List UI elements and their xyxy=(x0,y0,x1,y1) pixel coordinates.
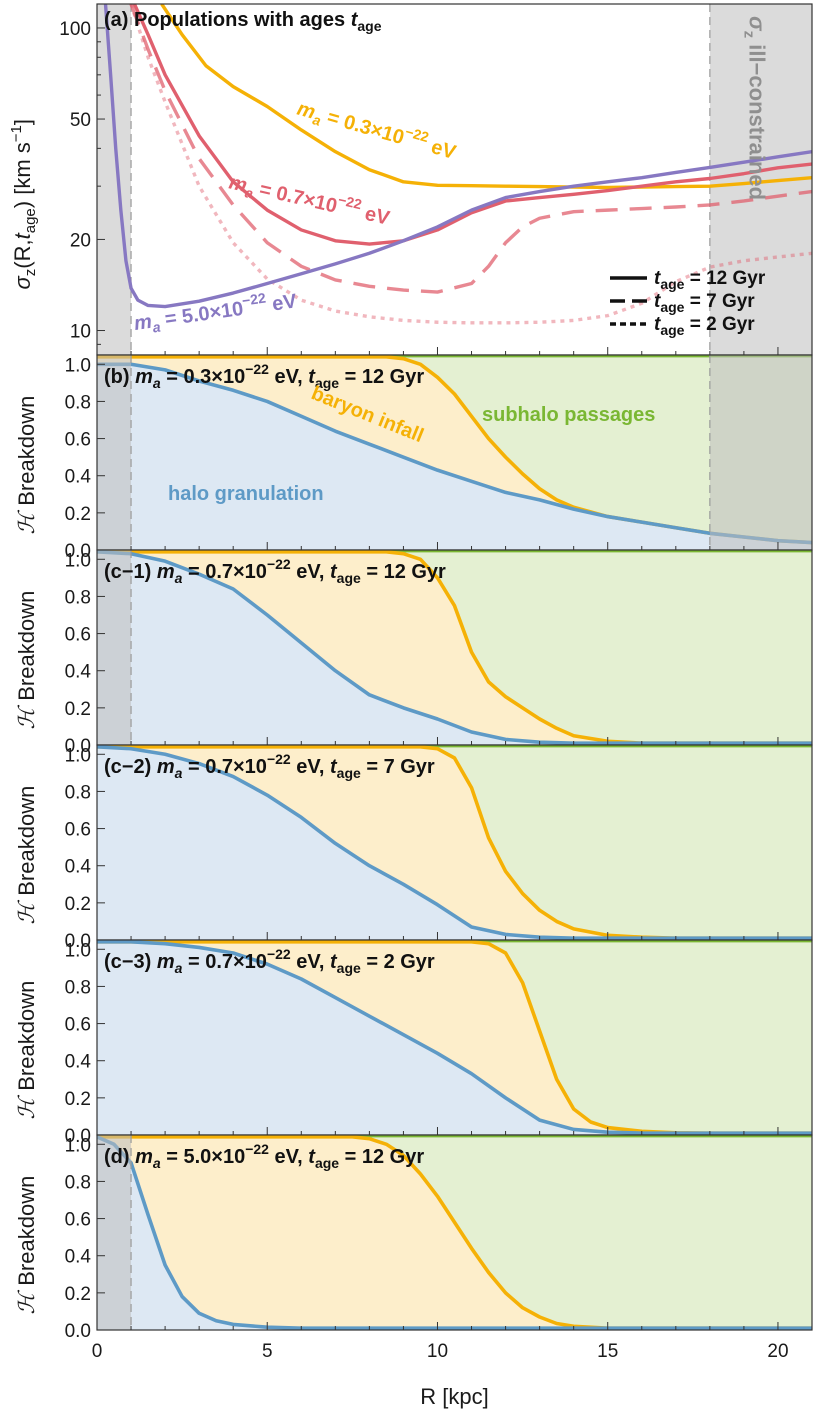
granulation-curve xyxy=(97,550,812,745)
panel-c-3: (c−3) ma = 0.7×10−22 eV, tage = 2 Gyr 0.0… xyxy=(14,939,813,1147)
series-line-3 xyxy=(129,4,812,325)
infall-region xyxy=(97,1136,812,1330)
y-axis-label: ℋ Breakdown xyxy=(14,1176,40,1315)
y-tick-label: 0.6 xyxy=(65,625,91,646)
panel-title: (c−3) ma = 0.7×10−22 eV, tage = 2 Gyr xyxy=(104,946,435,976)
y-tick-label: 0.2 xyxy=(65,1089,91,1110)
axes-frame xyxy=(96,1134,813,1331)
plot-area xyxy=(97,550,812,745)
panel-a: σz ill−constrained ma = 0.3×10−22 eV ma = … xyxy=(8,3,813,356)
granulation-region xyxy=(97,746,812,940)
panel-title: (a) Populations with ages tage xyxy=(104,9,382,34)
x-tick-label: 0 xyxy=(92,1341,103,1362)
plot-area xyxy=(97,940,812,1135)
y-tick-label: 0.0 xyxy=(65,541,91,562)
y-axis-label: σz(R,tage) [km s−1] xyxy=(8,119,39,290)
granulation-curve xyxy=(97,745,812,940)
y-tick-label: 1.0 xyxy=(65,940,91,961)
y-tick-label: 0.0 xyxy=(65,1321,91,1342)
series-annotation-2: ma = 5.0×10−22 eV xyxy=(132,285,299,338)
granulation-region xyxy=(97,551,812,745)
series-line-1 xyxy=(132,4,812,246)
y-tick-label: 0.8 xyxy=(65,392,91,413)
legend-label-0: tage = 12 Gyr xyxy=(654,268,766,292)
y-tick-label: 0.6 xyxy=(65,430,91,451)
y-tick-label: 0.4 xyxy=(65,1052,92,1073)
y-tick-label: 0.6 xyxy=(65,1015,91,1036)
y-tick-label: 0.4 xyxy=(65,662,92,683)
y-tick-label: 1.0 xyxy=(65,745,91,766)
granulation-curve xyxy=(97,1135,812,1330)
x-tick-label: 10 xyxy=(427,1341,448,1362)
y-tick-label: 0.4 xyxy=(65,467,92,488)
y-tick-label: 0.2 xyxy=(65,699,91,720)
y-tick-label: 0.2 xyxy=(65,894,91,915)
y-tick-label: 10 xyxy=(70,322,91,343)
y-tick-label: 0.2 xyxy=(65,1284,91,1305)
y-tick-label: 0.6 xyxy=(65,820,91,841)
y-tick-label: 0.8 xyxy=(65,782,91,803)
y-tick-label: 0.4 xyxy=(65,1247,92,1268)
y-tick-label: 50 xyxy=(70,110,91,131)
panel-title: (c−2) ma = 0.7×10−22 eV, tage = 7 Gyr xyxy=(104,751,435,781)
shaded-region xyxy=(97,355,132,550)
series-annotation-0: ma = 0.3×10−22 eV xyxy=(294,93,460,167)
plot-area xyxy=(97,355,812,550)
series-line-0 xyxy=(160,4,812,190)
granulation-region xyxy=(97,1136,812,1330)
y-tick-label: 0.0 xyxy=(65,1126,91,1147)
y-tick-label: 0.0 xyxy=(65,931,91,952)
panel-c-1: (c−1) ma = 0.7×10−22 eV, tage = 12 Gyr 0.… xyxy=(14,549,813,757)
plot-area xyxy=(97,4,812,355)
y-tick-label: 1.0 xyxy=(65,1135,91,1156)
x-axis-label: R [kpc] xyxy=(420,1384,488,1409)
legend-label-2: tage = 2 Gyr xyxy=(654,314,755,338)
y-tick-label: 0.8 xyxy=(65,977,91,998)
granulation-curve xyxy=(97,940,812,1135)
shaded-region xyxy=(97,4,132,355)
x-tick-label: 15 xyxy=(597,1341,618,1362)
y-tick-label: 100 xyxy=(59,19,91,40)
legend-label-1: tage = 7 Gyr xyxy=(654,291,755,315)
y-axis-label: ℋ Breakdown xyxy=(14,981,40,1120)
y-tick-label: 0.8 xyxy=(65,587,91,608)
panel-b: (b) ma = 0.3×10−22 eV, tage = 12 Gyr halo… xyxy=(14,354,813,562)
label-subhalo-passages: subhalo passages xyxy=(482,404,655,426)
shade-label: σz ill−constrained xyxy=(741,16,770,200)
y-tick-label: 0.0 xyxy=(65,736,91,757)
y-tick-label: 1.0 xyxy=(65,355,91,376)
panel-title: (d) ma = 5.0×10−22 eV, tage = 12 Gyr xyxy=(104,1141,424,1171)
granulation-region xyxy=(97,364,812,550)
y-tick-label: 0.6 xyxy=(65,1210,91,1231)
granulation-curve xyxy=(97,362,812,545)
y-axis-label: ℋ Breakdown xyxy=(14,786,40,925)
series-line-4 xyxy=(103,4,812,309)
plot-area xyxy=(97,745,812,940)
x-tick-label: 20 xyxy=(767,1341,788,1362)
x-tick-label: 5 xyxy=(262,1341,273,1362)
granulation-region xyxy=(97,941,812,1135)
series-line-2 xyxy=(129,4,812,294)
panel-title: (c−1) ma = 0.7×10−22 eV, tage = 12 Gyr xyxy=(104,556,446,586)
y-axis-label: ℋ Breakdown xyxy=(14,591,40,730)
y-tick-label: 0.4 xyxy=(65,857,92,878)
label-halo-granulation: halo granulation xyxy=(168,483,324,505)
panel-title: (b) ma = 0.3×10−22 eV, tage = 12 Gyr xyxy=(104,361,424,391)
y-tick-label: 20 xyxy=(70,230,91,251)
panel-d: (d) ma = 5.0×10−22 eV, tage = 12 Gyr0.00… xyxy=(14,1134,813,1409)
y-tick-label: 0.8 xyxy=(65,1172,91,1193)
panel-c-2: (c−2) ma = 0.7×10−22 eV, tage = 7 Gyr 0.0… xyxy=(14,744,813,952)
y-tick-label: 0.2 xyxy=(65,504,91,525)
shaded-region xyxy=(97,1135,132,1330)
y-tick-label: 1.0 xyxy=(65,550,91,571)
shaded-region xyxy=(709,355,812,550)
plot-area xyxy=(97,1135,812,1330)
shaded-region xyxy=(97,550,132,745)
y-axis-label: ℋ Breakdown xyxy=(14,396,40,535)
